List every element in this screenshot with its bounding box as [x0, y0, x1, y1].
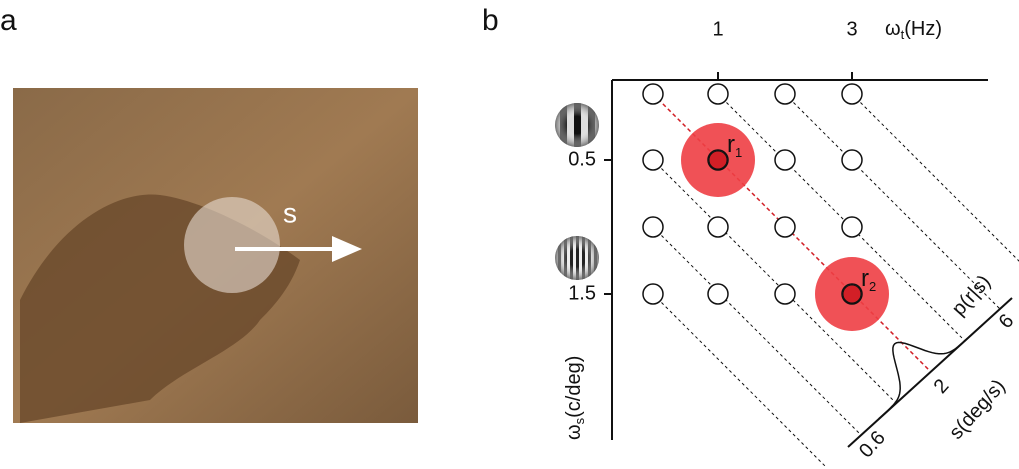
response-dot	[843, 285, 861, 303]
x-tick-label: 1	[712, 18, 723, 40]
neuron	[775, 284, 795, 304]
speed-tick-label: 6	[995, 310, 1019, 333]
speed-tick-label: 2	[930, 375, 954, 398]
neuron	[775, 217, 795, 237]
x-tick-label: 3	[846, 18, 857, 40]
neuron	[775, 84, 795, 104]
grating-fade	[555, 103, 599, 147]
iso-speed-line	[653, 294, 826, 467]
speed-axis-title: s(deg/s)	[945, 375, 1010, 443]
speed-label: s	[283, 197, 297, 228]
iso-speed-line	[852, 94, 1019, 277]
neuron	[842, 84, 862, 104]
panel-label: a	[0, 4, 17, 37]
neuron	[643, 217, 663, 237]
neuron	[708, 284, 728, 304]
y-tick-label: 0.5	[568, 148, 596, 170]
neuron	[842, 150, 862, 170]
speed-tick-label: 0.6	[855, 427, 890, 462]
neuron	[842, 217, 862, 237]
neuron	[708, 84, 728, 104]
neuron	[708, 217, 728, 237]
likelihood-label: p(r|s)	[948, 271, 995, 320]
iso-speed-line	[785, 94, 1000, 309]
grating-fade	[555, 236, 599, 280]
neuron	[643, 150, 663, 170]
y-tick-label: 1.5	[568, 282, 596, 304]
receptive-field	[184, 197, 280, 293]
panel-label: b	[482, 4, 499, 37]
x-axis-title: ωt(Hz)	[885, 18, 942, 42]
y-axis-title: ωs(c/deg)	[563, 356, 587, 440]
response-dot	[709, 151, 727, 169]
iso-speed-line	[653, 227, 861, 435]
neuron	[643, 284, 663, 304]
neuron	[643, 84, 663, 104]
figure: a s b 1 3 ωt(Hz) 0.5 1.5 ωs(c/deg) r1 r2…	[0, 0, 1019, 469]
neuron	[775, 150, 795, 170]
